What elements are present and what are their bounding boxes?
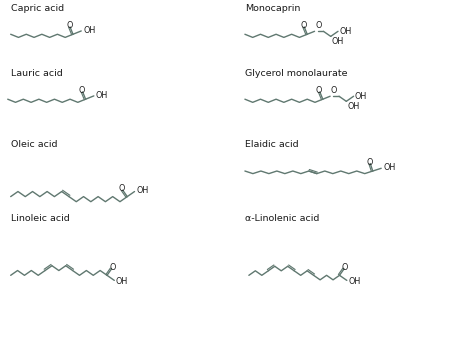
Text: Oleic acid: Oleic acid (11, 139, 57, 149)
Text: O: O (316, 86, 322, 95)
Text: O: O (331, 86, 337, 95)
Text: O: O (118, 185, 125, 194)
Text: OH: OH (347, 102, 360, 111)
Text: O: O (315, 21, 321, 30)
Text: OH: OH (136, 186, 148, 195)
Text: O: O (66, 21, 73, 30)
Text: O: O (301, 21, 307, 30)
Text: OH: OH (355, 92, 367, 101)
Text: α-Linolenic acid: α-Linolenic acid (245, 214, 319, 223)
Text: OH: OH (348, 277, 361, 286)
Text: Monocaprin: Monocaprin (245, 4, 301, 13)
Text: OH: OH (83, 26, 95, 35)
Text: OH: OH (116, 277, 128, 286)
Text: OH: OH (332, 37, 344, 46)
Text: Glycerol monolaurate: Glycerol monolaurate (245, 69, 347, 78)
Text: OH: OH (383, 163, 395, 172)
Text: O: O (342, 263, 348, 272)
Text: O: O (109, 263, 116, 272)
Text: O: O (367, 158, 373, 167)
Text: Linoleic acid: Linoleic acid (11, 214, 69, 223)
Text: OH: OH (339, 27, 351, 36)
Text: OH: OH (96, 91, 108, 100)
Text: O: O (79, 86, 85, 95)
Text: Lauric acid: Lauric acid (11, 69, 63, 78)
Text: Elaidic acid: Elaidic acid (245, 139, 299, 149)
Text: Capric acid: Capric acid (11, 4, 64, 13)
